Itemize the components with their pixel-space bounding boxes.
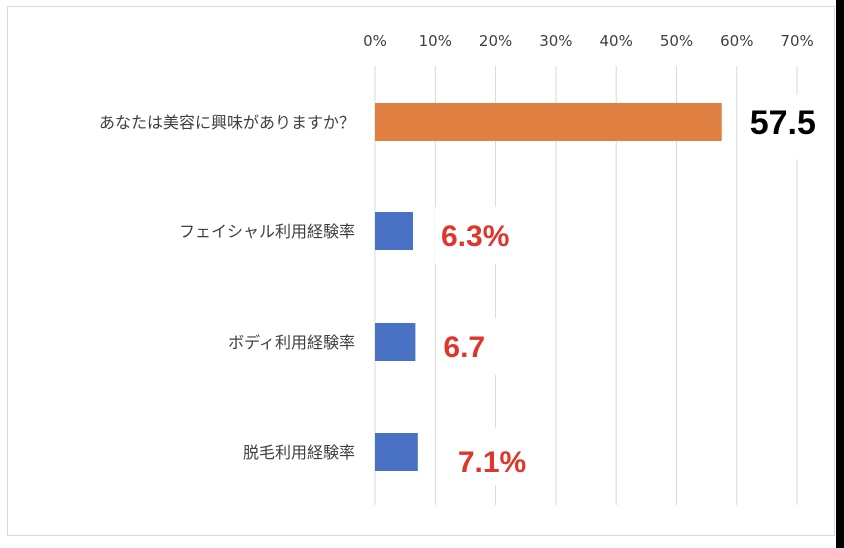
bar [375, 323, 416, 361]
x-tick-label: 20% [479, 32, 512, 50]
data-label: 6.7 [443, 331, 485, 364]
data-label: 57.5 [750, 104, 816, 142]
x-tick-label: 10% [419, 32, 452, 50]
bar [375, 433, 418, 471]
category-label: ボディ利用経験率 [228, 333, 355, 352]
category-label: あなたは美容に興味がありますか？ [99, 113, 355, 132]
bars [375, 103, 722, 471]
data-label-box [437, 318, 510, 375]
x-tick-label: 40% [600, 32, 633, 50]
data-labels: 57.5 6.3% 6.7 7.1% [434, 94, 826, 485]
data-label-box [451, 428, 524, 485]
data-label-box [743, 94, 826, 160]
bar [375, 212, 413, 250]
category-label: フェイシャル利用経験率 [179, 222, 355, 241]
x-tick-label: 70% [780, 32, 813, 50]
x-tick-label: 50% [660, 32, 693, 50]
data-label: 6.3% [441, 220, 509, 253]
bar [375, 103, 722, 141]
data-label: 7.1% [458, 446, 526, 479]
x-tick-label: 30% [539, 32, 572, 50]
x-tick-label: 60% [720, 32, 753, 50]
x-tick-label: 0% [363, 32, 387, 50]
category-labels: あなたは美容に興味がありますか？ フェイシャル利用経験率ボディ利用経験率脱毛利用経… [99, 113, 355, 462]
x-axis-ticks: 0% 10% 20% 30% 40% 50% 60% 70% [363, 32, 814, 50]
data-label-box [434, 207, 507, 264]
category-label: 脱毛利用経験率 [243, 443, 355, 462]
chart-frame [7, 6, 835, 536]
right-edge-bar [836, 0, 844, 548]
